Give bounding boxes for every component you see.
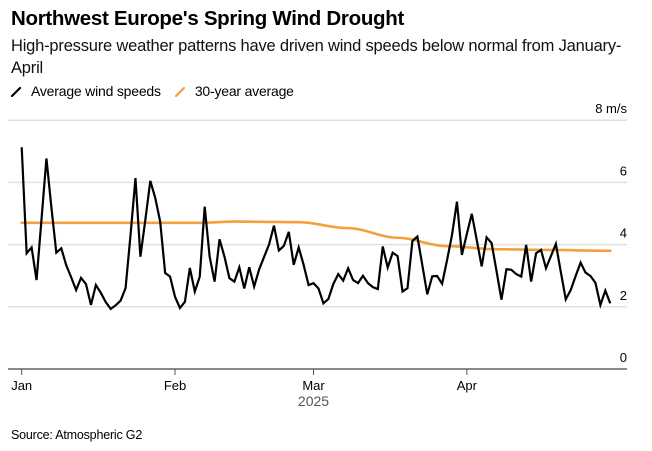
y-tick-label: 2 (620, 288, 627, 303)
legend-label-wind: Average wind speeds (31, 83, 161, 99)
x-axis: Jan Feb Mar Apr 2025 (8, 368, 627, 409)
x-tick-label: Mar (302, 378, 325, 393)
series-lines (20, 147, 612, 311)
y-tick-label: 4 (620, 226, 627, 241)
x-tick-label: Apr (457, 378, 478, 393)
series-line-average-wind-speeds (20, 147, 612, 311)
y-axis-labels: 8 m/s 6 4 2 0 (595, 101, 627, 365)
legend-swatch-wind-icon (11, 86, 21, 97)
x-year-label: 2025 (298, 393, 329, 409)
legend: Average wind speeds 30-year average (11, 82, 308, 100)
y-tick-label: 0 (620, 350, 627, 365)
legend-label-average: 30-year average (194, 83, 294, 99)
x-tick-label: Jan (11, 378, 32, 393)
chart-subtitle: High-pressure weather patterns have driv… (11, 37, 622, 77)
gridlines (8, 119, 627, 308)
y-tick-label: 8 m/s (595, 101, 627, 116)
legend-item-average: 30-year average (174, 83, 294, 99)
y-tick-label: 6 (620, 163, 627, 178)
x-tick-label: Feb (164, 378, 186, 393)
source-note: Source: Atmospheric G2 (11, 428, 143, 442)
series-line-30-year-average (20, 220, 612, 253)
legend-swatch-average-icon (174, 86, 185, 97)
legend-item-wind: Average wind speeds (11, 83, 161, 99)
chart-title: Northwest Europe's Spring Wind Drought (11, 7, 405, 30)
